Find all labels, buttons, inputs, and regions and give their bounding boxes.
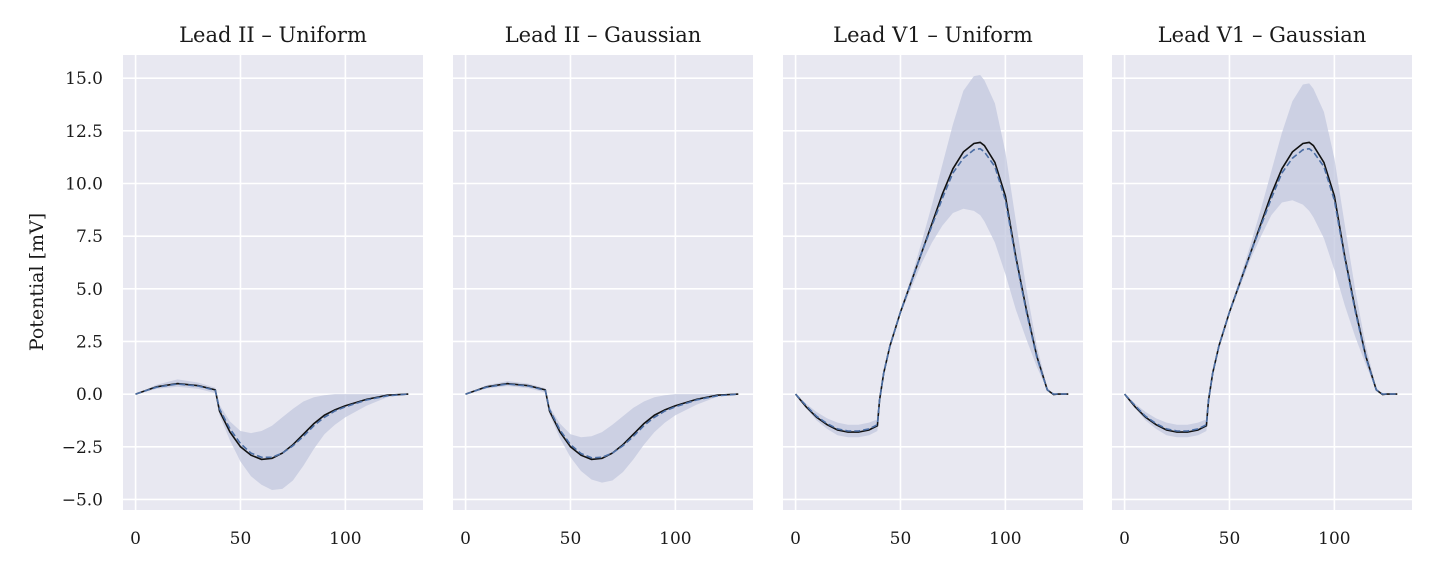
plot-area bbox=[1112, 55, 1412, 510]
y-axis: −5.0 −2.5 0.0 2.5 5.0 7.5 10.0 12.5 15.0 bbox=[62, 69, 103, 510]
x-tick-label: 100 bbox=[329, 529, 361, 549]
panel-title: Lead V1 – Gaussian bbox=[1158, 23, 1367, 47]
uncertainty-band bbox=[795, 75, 1069, 438]
y-tick-label: 7.5 bbox=[76, 227, 103, 247]
x-tick-label: 50 bbox=[890, 529, 912, 549]
uncertainty-band bbox=[465, 381, 739, 483]
x-tick-label: 100 bbox=[659, 529, 691, 549]
x-tick-label: 50 bbox=[560, 529, 582, 549]
y-tick-label: 15.0 bbox=[65, 69, 103, 89]
series-line-mean bbox=[135, 383, 409, 459]
x-tick-label: 100 bbox=[1318, 529, 1350, 549]
x-tick-label: 0 bbox=[790, 529, 801, 549]
panel-title: Lead V1 – Uniform bbox=[833, 23, 1033, 47]
y-tick-label: −5.0 bbox=[62, 490, 103, 510]
y-axis-label: Potential [mV] bbox=[26, 213, 48, 351]
y-tick-label: 0.0 bbox=[76, 385, 103, 405]
x-tick-label: 0 bbox=[460, 529, 471, 549]
series-line-mean bbox=[1124, 147, 1398, 432]
y-tick-label: 2.5 bbox=[76, 332, 103, 352]
panel-title: Lead II – Gaussian bbox=[505, 23, 702, 47]
series-line-mean bbox=[465, 383, 739, 459]
y-tick-label: −2.5 bbox=[62, 438, 103, 458]
uncertainty-band bbox=[1124, 83, 1398, 438]
panel-title: Lead II – Uniform bbox=[179, 23, 367, 47]
panel-lead-v1-uniform: Lead V1 – Uniform 0 50 100 bbox=[783, 23, 1083, 549]
x-tick-label: 50 bbox=[230, 529, 252, 549]
plot-area bbox=[783, 55, 1083, 510]
x-tick-label: 50 bbox=[1219, 529, 1241, 549]
panel-lead-v1-gaussian: Lead V1 – Gaussian 0 50 100 bbox=[1112, 23, 1412, 549]
y-tick-label: 5.0 bbox=[76, 280, 103, 300]
y-tick-label: 10.0 bbox=[65, 174, 103, 194]
series-line-mean bbox=[795, 147, 1069, 432]
y-tick-label: 12.5 bbox=[65, 122, 103, 142]
panel-lead-ii-uniform: Lead II – Uniform 0 50 100 bbox=[123, 23, 423, 549]
series-line-truth bbox=[135, 382, 409, 461]
x-tick-label: 100 bbox=[989, 529, 1021, 549]
x-tick-label: 0 bbox=[1119, 529, 1130, 549]
series-line-truth bbox=[465, 382, 739, 461]
panel-lead-ii-gaussian: Lead II – Gaussian 0 50 100 bbox=[453, 23, 753, 549]
x-tick-label: 0 bbox=[130, 529, 141, 549]
